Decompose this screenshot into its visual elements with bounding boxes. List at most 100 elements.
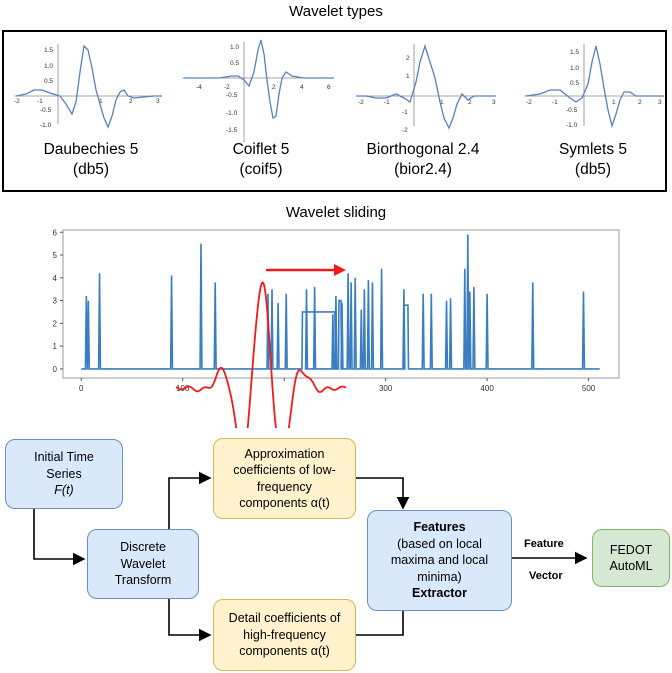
wavelet-code: (bior2.4) [394,161,452,178]
bior-xtick: -2 [358,99,364,106]
sym5-plot: -2 -1 1 2 3 1.5 1.0 0.5 -0.5 -1.0 [524,44,664,129]
bior24-plot: -2 -1 1 2 3 2 1 -1 -2 [356,43,496,134]
y-tick-label: 3 [53,297,58,306]
dwt-box: Discrete Wavelet Transform [87,529,199,599]
wavelet-name: Daubechies 5 [43,141,139,158]
coif5-ytick: -1.5 [226,127,238,134]
y-tick-label: 4 [53,274,58,283]
approximation-coefficients-box: Approximation coefficients of low- frequ… [213,438,356,519]
approx-line: coefficients of low- [233,463,336,477]
detail-line: Detail coefficients of [228,611,341,626]
sym-ytick: -0.5 [566,107,578,114]
db5-xtick: -2 [14,98,20,105]
sym-ytick: 0.5 [570,80,579,87]
bior-xtick: 3 [492,99,496,106]
db5-ytick: 0.5 [44,78,53,85]
features-title: Features [413,520,466,535]
wavelet-code: (coif5) [239,161,283,178]
coif5-ytick: 0.5 [230,60,239,67]
db5-xtick: -1 [37,98,43,105]
wavelet-plots: -2 -1 1 2 3 1.5 1.0 0.5 -0.5 -1.0 -4 -2 … [14,39,664,142]
coif5-ytick: -1.0 [226,110,238,117]
approx-line: Approximation [244,446,325,461]
db5-ytick: 1.0 [44,63,53,70]
bior-xtick: 2 [468,99,472,106]
db5-plot: -2 -1 1 2 3 1.5 1.0 0.5 -0.5 -1.0 [14,44,162,129]
wavelet-label-db5: Daubechies 5 (db5) [16,140,166,180]
sym-ytick: 1.5 [570,49,579,56]
db5-ytick: -1.0 [40,122,52,129]
features-extractor-box: Features (based on local maxima and loca… [367,510,512,611]
bior-xtick: -1 [384,99,390,106]
wavelet-types-frame: -2 -1 1 2 3 1.5 1.0 0.5 -0.5 -1.0 -4 -2 … [2,30,667,192]
bior-ytick: 2 [406,55,410,62]
wavelet-code: (db5) [574,161,612,178]
x-tick-label: 400 [480,384,494,393]
coif5-xtick: 6 [327,84,331,91]
x-tick-label: 300 [379,384,393,393]
connector-dwt-to-approx [168,471,212,530]
features-line: maxima and local [390,553,489,568]
detail-coefficients-box: Detail coefficients of high-frequency co… [213,599,356,671]
wavelet-code: (db5) [72,161,110,178]
wavelet-types-title: Wavelet types [289,3,383,20]
bior-ytick: -1 [402,109,408,116]
slide-arrow-icon [266,264,346,276]
feature-label: Feature [524,538,564,550]
approx-line: components α(t) [239,496,330,510]
y-tick-label: 2 [53,319,58,328]
connector-dwt-to-detail [168,585,212,642]
sym-xtick: 2 [638,99,642,106]
wavelet-label-bior24: Biorthogonal 2.4 (bior2.4) [348,140,498,180]
dwt-line: Discrete [120,540,166,555]
bior-ytick: 1 [406,73,410,80]
db5-xtick: 2 [129,98,133,105]
dwt-line: Transform [114,573,172,588]
sym-ytick: 1.0 [570,65,579,72]
approx-line: frequency [257,479,312,494]
wavelet-label-coif5: Coiflet 5 (coif5) [186,140,336,180]
coif5-plot: -4 -2 2 4 6 1.0 0.5 -0.5 -1.0 -1.5 [182,39,334,142]
initial-line: Series [46,466,82,481]
db5-ytick: 1.5 [44,47,53,54]
connector-approx-to-features [356,477,410,510]
fedot-line: FEDOT [609,542,653,557]
db5-xtick: 1 [99,98,103,105]
features-line: (based on local [397,536,482,551]
features-extractor-label: Extractor [412,586,467,601]
db5-xtick: 3 [156,98,160,105]
y-tick-label: 5 [53,251,58,260]
sym-xtick: 1 [612,99,616,106]
initial-time-series-box: Initial Time Series F(t) [5,439,123,509]
fedot-line: AutoML [609,559,653,573]
connector-initial-to-dwt [33,508,86,566]
initial-line: F(t) [54,483,74,498]
db5-ytick: -0.5 [40,107,52,114]
bior-ytick: -2 [402,127,408,134]
vector-label: Vector [529,570,563,582]
sym-ytick: -1.0 [566,122,578,129]
detail-line: components α(t) [239,644,330,659]
y-tick-label: 1 [53,342,58,351]
coif5-xtick: 2 [272,84,276,91]
coif5-xtick: -2 [224,84,230,91]
detail-line: high-frequency [243,627,326,642]
coif5-ytick: 1.0 [230,44,239,51]
fedot-automl-box: FEDOT AutoML [592,529,670,587]
x-tick-label: 500 [582,384,596,393]
sliding-wavelet-overlay [175,281,347,428]
initial-line: Initial Time [34,450,94,465]
y-tick-label: 0 [53,365,58,374]
wavelet-sliding-title: Wavelet sliding [285,204,387,221]
sym-xtick: -2 [526,99,532,106]
wavelet-name: Biorthogonal 2.4 [366,141,480,158]
sym-xtick: -1 [552,99,558,106]
coif5-xtick: -4 [196,84,202,91]
y-tick-label: 6 [53,228,58,237]
coif5-xtick: 4 [300,84,304,91]
bior-xtick: 1 [440,99,444,106]
wavelet-label-sym5: Symlets 5 (db5) [518,140,668,180]
wavelet-name: Coiflet 5 [232,141,290,158]
dwt-line: Wavelet [120,556,166,571]
